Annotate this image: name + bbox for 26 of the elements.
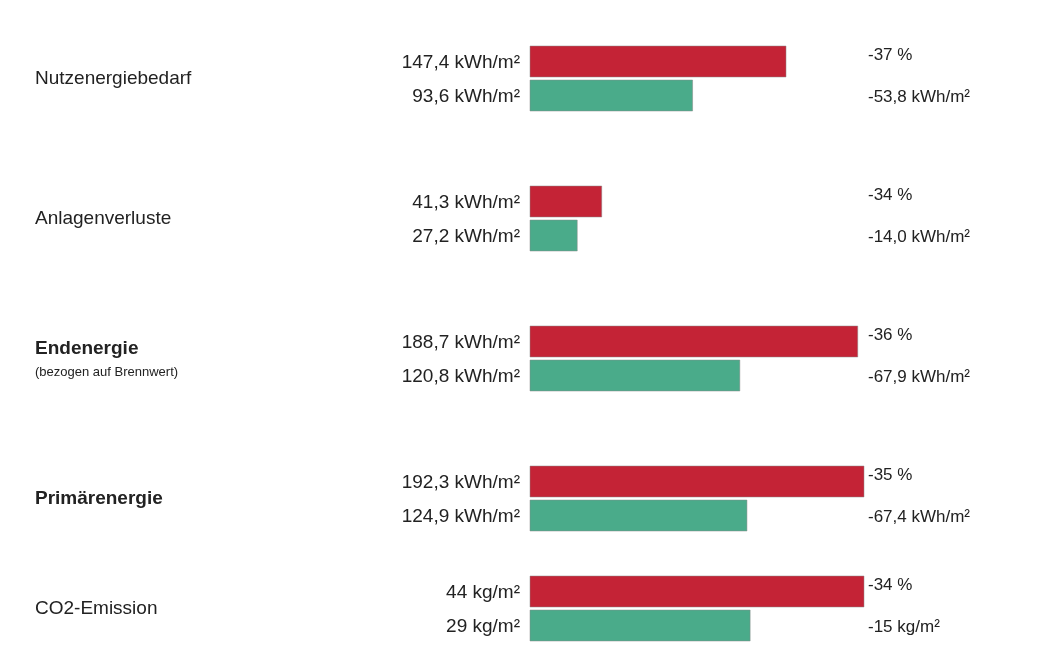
text: (bezogen auf Brennwert) xyxy=(35,364,179,379)
y-tick-label: Endenergie xyxy=(35,337,139,358)
text: -53,8 kWh/m² xyxy=(868,86,971,106)
data-label: 188,7 kWh/m² xyxy=(401,330,520,352)
data-label: 44 kg/m² xyxy=(446,580,520,602)
y-tick-label: Primärenergie xyxy=(35,487,163,508)
data-label: 27,2 kWh/m² xyxy=(412,224,520,246)
text: -35 % xyxy=(868,464,913,484)
text: -37 % xyxy=(868,44,913,64)
data-label: 120,8 kWh/m² xyxy=(401,364,520,386)
text: -15 kg/m² xyxy=(868,616,941,636)
data-label: 124,9 kWh/m² xyxy=(401,504,520,526)
text: -67,4 kWh/m² xyxy=(868,506,971,526)
text: -14,0 kWh/m² xyxy=(868,226,971,246)
text: -36 % xyxy=(868,324,913,344)
y-tick-label: CO2-Emission xyxy=(35,597,158,618)
text: -34 % xyxy=(868,574,913,594)
y-tick-label: Anlagenverluste xyxy=(35,207,172,228)
data-label: 147,4 kWh/m² xyxy=(401,50,520,72)
data-label: 192,3 kWh/m² xyxy=(401,470,520,492)
data-label: 41,3 kWh/m² xyxy=(412,190,520,212)
y-tick-label: Nutzenergiebedarf xyxy=(35,67,193,88)
text: -67,9 kWh/m² xyxy=(868,366,971,386)
data-label: 93,6 kWh/m² xyxy=(412,84,520,106)
data-label: 29 kg/m² xyxy=(446,614,520,636)
text: -34 % xyxy=(868,184,913,204)
